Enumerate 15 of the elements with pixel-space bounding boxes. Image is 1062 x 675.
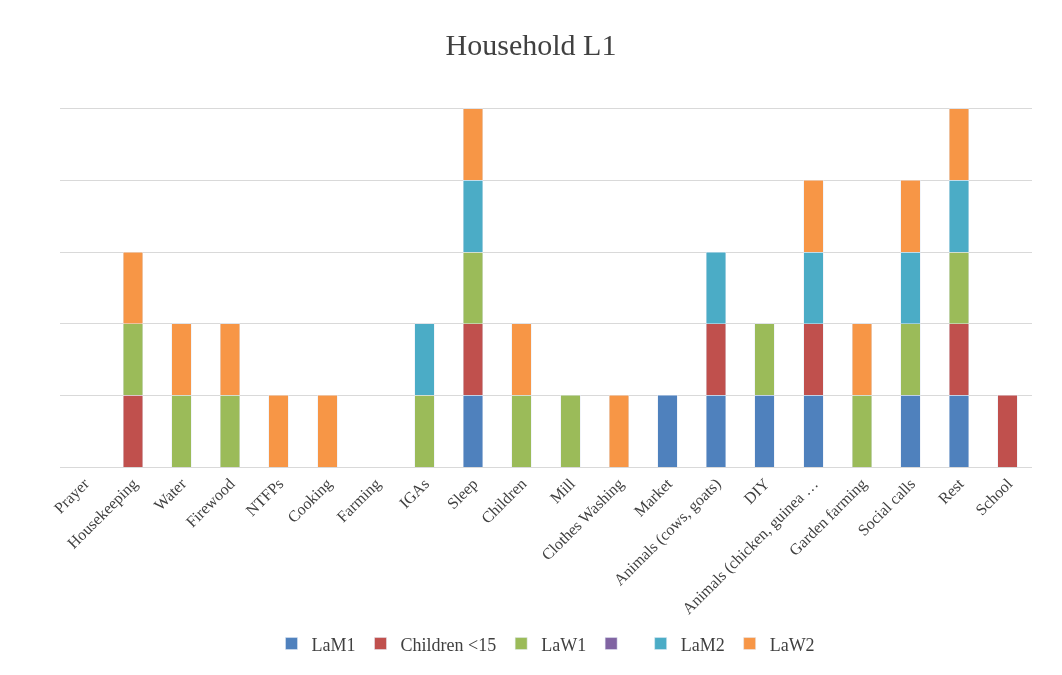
legend-label: LaM2 [680, 634, 725, 655]
bar [268, 395, 289, 467]
legend-label: LaW2 [769, 634, 815, 655]
x-tick-label: DIY [740, 474, 773, 508]
x-tick-label: Mill [546, 474, 579, 507]
bar [317, 395, 338, 467]
x-tick-label: Rest [934, 474, 968, 508]
legend-label: Children <15 [400, 634, 497, 655]
bar [560, 395, 581, 467]
bar [608, 395, 629, 467]
bar [657, 395, 678, 467]
legend-label: LaW1 [541, 634, 587, 655]
bar [997, 395, 1018, 467]
chart-title: Household L1 [445, 27, 617, 61]
legend-label: LaM1 [311, 634, 356, 655]
